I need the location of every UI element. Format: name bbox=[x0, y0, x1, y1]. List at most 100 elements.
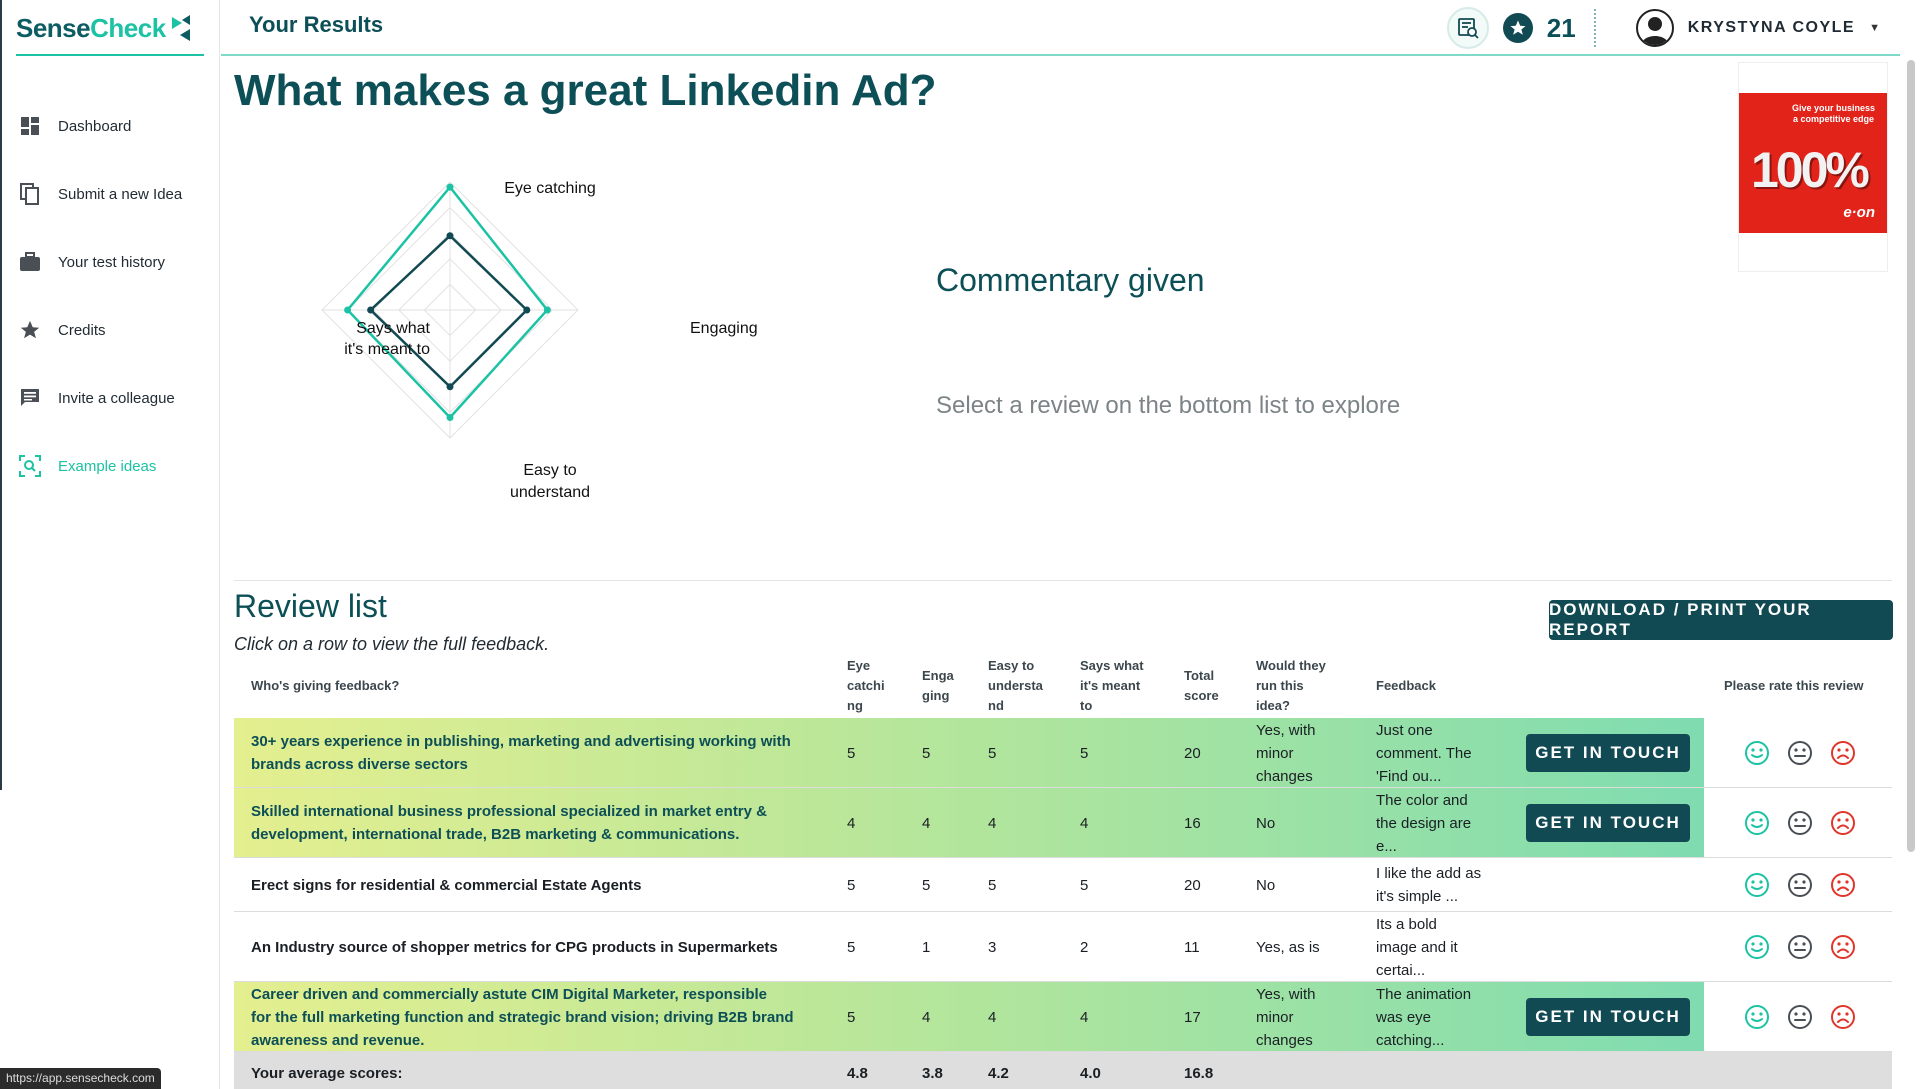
th-easy-2: understa bbox=[988, 678, 1043, 693]
table-row[interactable]: An Industry source of shopper metrics fo… bbox=[234, 912, 1892, 982]
radar-label-eye-catching: Eye catching bbox=[504, 180, 596, 197]
cell-would-run-line: No bbox=[1256, 877, 1276, 894]
rate-sad-icon[interactable] bbox=[1830, 740, 1856, 766]
cell-would-run-line: changes bbox=[1256, 1032, 1313, 1049]
get-in-touch-button[interactable]: GET IN TOUCH bbox=[1526, 804, 1690, 842]
sidebar-item-test-history[interactable]: Your test history bbox=[18, 228, 182, 296]
logo[interactable]: SenseCheck bbox=[16, 6, 192, 50]
cell-feedback-line: image and it bbox=[1376, 939, 1458, 956]
rate-sad-icon[interactable] bbox=[1830, 1004, 1856, 1030]
rate-sad-icon[interactable] bbox=[1830, 934, 1856, 960]
cell-total: 11 bbox=[1184, 936, 1200, 959]
rate-neutral-icon[interactable] bbox=[1787, 934, 1813, 960]
download-report-button[interactable]: DOWNLOAD / PRINT YOUR REPORT bbox=[1549, 600, 1893, 640]
rate-neutral-icon[interactable] bbox=[1787, 872, 1813, 898]
row-highlight bbox=[234, 718, 1704, 787]
table-row[interactable]: 30+ years experience in publishing, mark… bbox=[234, 718, 1892, 788]
sidebar-item-credits[interactable]: Credits bbox=[18, 296, 182, 364]
review-list-subtitle: Click on a row to view the full feedback… bbox=[234, 634, 550, 654]
radar-point bbox=[446, 383, 454, 391]
rate-happy-icon[interactable] bbox=[1744, 810, 1770, 836]
cell-feedback: I like the add as it's simple ... bbox=[1376, 862, 1481, 908]
cell-eye-catching: 5 bbox=[847, 874, 855, 897]
rate-happy-icon[interactable] bbox=[1744, 934, 1770, 960]
rate-happy-icon[interactable] bbox=[1744, 872, 1770, 898]
get-in-touch-button[interactable]: GET IN TOUCH bbox=[1526, 734, 1690, 772]
radar-point bbox=[367, 306, 375, 314]
radar-label-engaging: Engaging bbox=[690, 320, 758, 337]
cell-feedback-line: Its a bold bbox=[1376, 916, 1437, 933]
cell-would-run: No bbox=[1256, 874, 1275, 897]
scan-search-icon bbox=[18, 454, 42, 478]
rate-neutral-icon[interactable] bbox=[1787, 740, 1813, 766]
average-eye: 4.8 bbox=[847, 1065, 868, 1082]
cell-engaging: 4 bbox=[922, 812, 930, 835]
rate-review-group bbox=[1744, 1004, 1873, 1030]
ad-preview-thumbnail[interactable]: Give your business a competitive edge 10… bbox=[1738, 62, 1888, 272]
th-says: Says what it's meant to bbox=[1080, 656, 1144, 716]
dashboard-icon bbox=[18, 114, 42, 138]
cell-who-line: awareness and revenue. bbox=[251, 1032, 425, 1049]
cell-would-run-line: Yes, as is bbox=[1256, 939, 1320, 956]
cell-total-line: 16 bbox=[1184, 815, 1201, 832]
sidebar-edge bbox=[0, 0, 2, 790]
sidebar-item-submit-idea[interactable]: Submit a new Idea bbox=[18, 160, 182, 228]
rate-happy-icon[interactable] bbox=[1744, 740, 1770, 766]
logo-underline bbox=[16, 54, 204, 56]
ad-big-text: 100% bbox=[1751, 142, 1870, 198]
rate-happy-icon[interactable] bbox=[1744, 1004, 1770, 1030]
cell-feedback-line: comment. The bbox=[1376, 745, 1472, 762]
sidebar-item-label: Invite a colleague bbox=[58, 389, 175, 407]
average-says: 4.0 bbox=[1080, 1065, 1101, 1082]
cell-total-line: 20 bbox=[1184, 877, 1201, 894]
sidebar-item-example-ideas[interactable]: Example ideas bbox=[18, 432, 182, 500]
ad-preview-header bbox=[1739, 63, 1887, 89]
topbar-actions: 21 KRYSTYNA COYLE ▼ bbox=[1446, 6, 1880, 50]
sidebar-item-label: Dashboard bbox=[58, 117, 132, 135]
cell-would-run: Yes, with minor changes bbox=[1256, 719, 1315, 788]
cell-says: 2 bbox=[1080, 936, 1088, 959]
table-row[interactable]: Erect signs for residential & commercial… bbox=[234, 858, 1892, 912]
th-rate: Please rate this review bbox=[1724, 678, 1864, 693]
logo-text: SenseCheck bbox=[16, 12, 166, 43]
review-list-title: Review list bbox=[234, 588, 387, 624]
sidebar-item-dashboard[interactable]: Dashboard bbox=[18, 92, 182, 160]
get-in-touch-button[interactable]: GET IN TOUCH bbox=[1526, 998, 1690, 1036]
sidebar-item-invite[interactable]: Invite a colleague bbox=[18, 364, 182, 432]
th-run-2: run this bbox=[1256, 678, 1304, 693]
section-divider bbox=[234, 580, 1892, 581]
table-row[interactable]: Skilled international business professio… bbox=[234, 788, 1892, 858]
cell-says-line: 5 bbox=[1080, 745, 1089, 762]
th-easy-1: Easy to bbox=[988, 658, 1035, 673]
th-easy: Easy to understa nd bbox=[988, 656, 1043, 716]
avatar[interactable] bbox=[1635, 9, 1674, 47]
cell-feedback: Its a bold image and it certai... bbox=[1376, 913, 1458, 982]
cell-says: 5 bbox=[1080, 874, 1088, 897]
user-name[interactable]: KRYSTYNA COYLE bbox=[1687, 19, 1856, 36]
credits-star-icon[interactable] bbox=[1502, 13, 1533, 43]
average-eng: 3.8 bbox=[922, 1065, 943, 1082]
rate-sad-icon[interactable] bbox=[1830, 872, 1856, 898]
rate-neutral-icon[interactable] bbox=[1787, 1004, 1813, 1030]
cell-says: 4 bbox=[1080, 1006, 1088, 1029]
cell-total: 16 bbox=[1184, 812, 1201, 835]
page-scrollbar[interactable] bbox=[1907, 56, 1915, 1089]
th-says-3: to bbox=[1080, 698, 1093, 713]
cell-eye-catching: 5 bbox=[847, 1006, 855, 1029]
chevron-down-icon[interactable]: ▼ bbox=[1869, 22, 1880, 34]
sidebar: SenseCheck Dashboard Submit a new Idea Y… bbox=[0, 0, 220, 1089]
th-easy-3: nd bbox=[988, 698, 1004, 713]
rate-sad-icon[interactable] bbox=[1830, 810, 1856, 836]
page-title: What makes a great Linkedin Ad? bbox=[234, 66, 937, 115]
cell-would-run-line: changes bbox=[1256, 768, 1313, 785]
report-button[interactable] bbox=[1446, 7, 1489, 49]
ad-tagline-1: Give your business bbox=[1791, 103, 1875, 113]
table-row[interactable]: Career driven and commercially astute CI… bbox=[234, 982, 1892, 1052]
scrollbar-thumb[interactable] bbox=[1907, 60, 1915, 852]
th-total-2: score bbox=[1184, 688, 1219, 703]
radar-label-says-1: Says what bbox=[356, 320, 430, 337]
cell-says-line: 5 bbox=[1080, 877, 1089, 894]
rate-neutral-icon[interactable] bbox=[1787, 810, 1813, 836]
cell-engaging: 4 bbox=[922, 1006, 930, 1029]
th-total-1: Total bbox=[1184, 668, 1215, 683]
